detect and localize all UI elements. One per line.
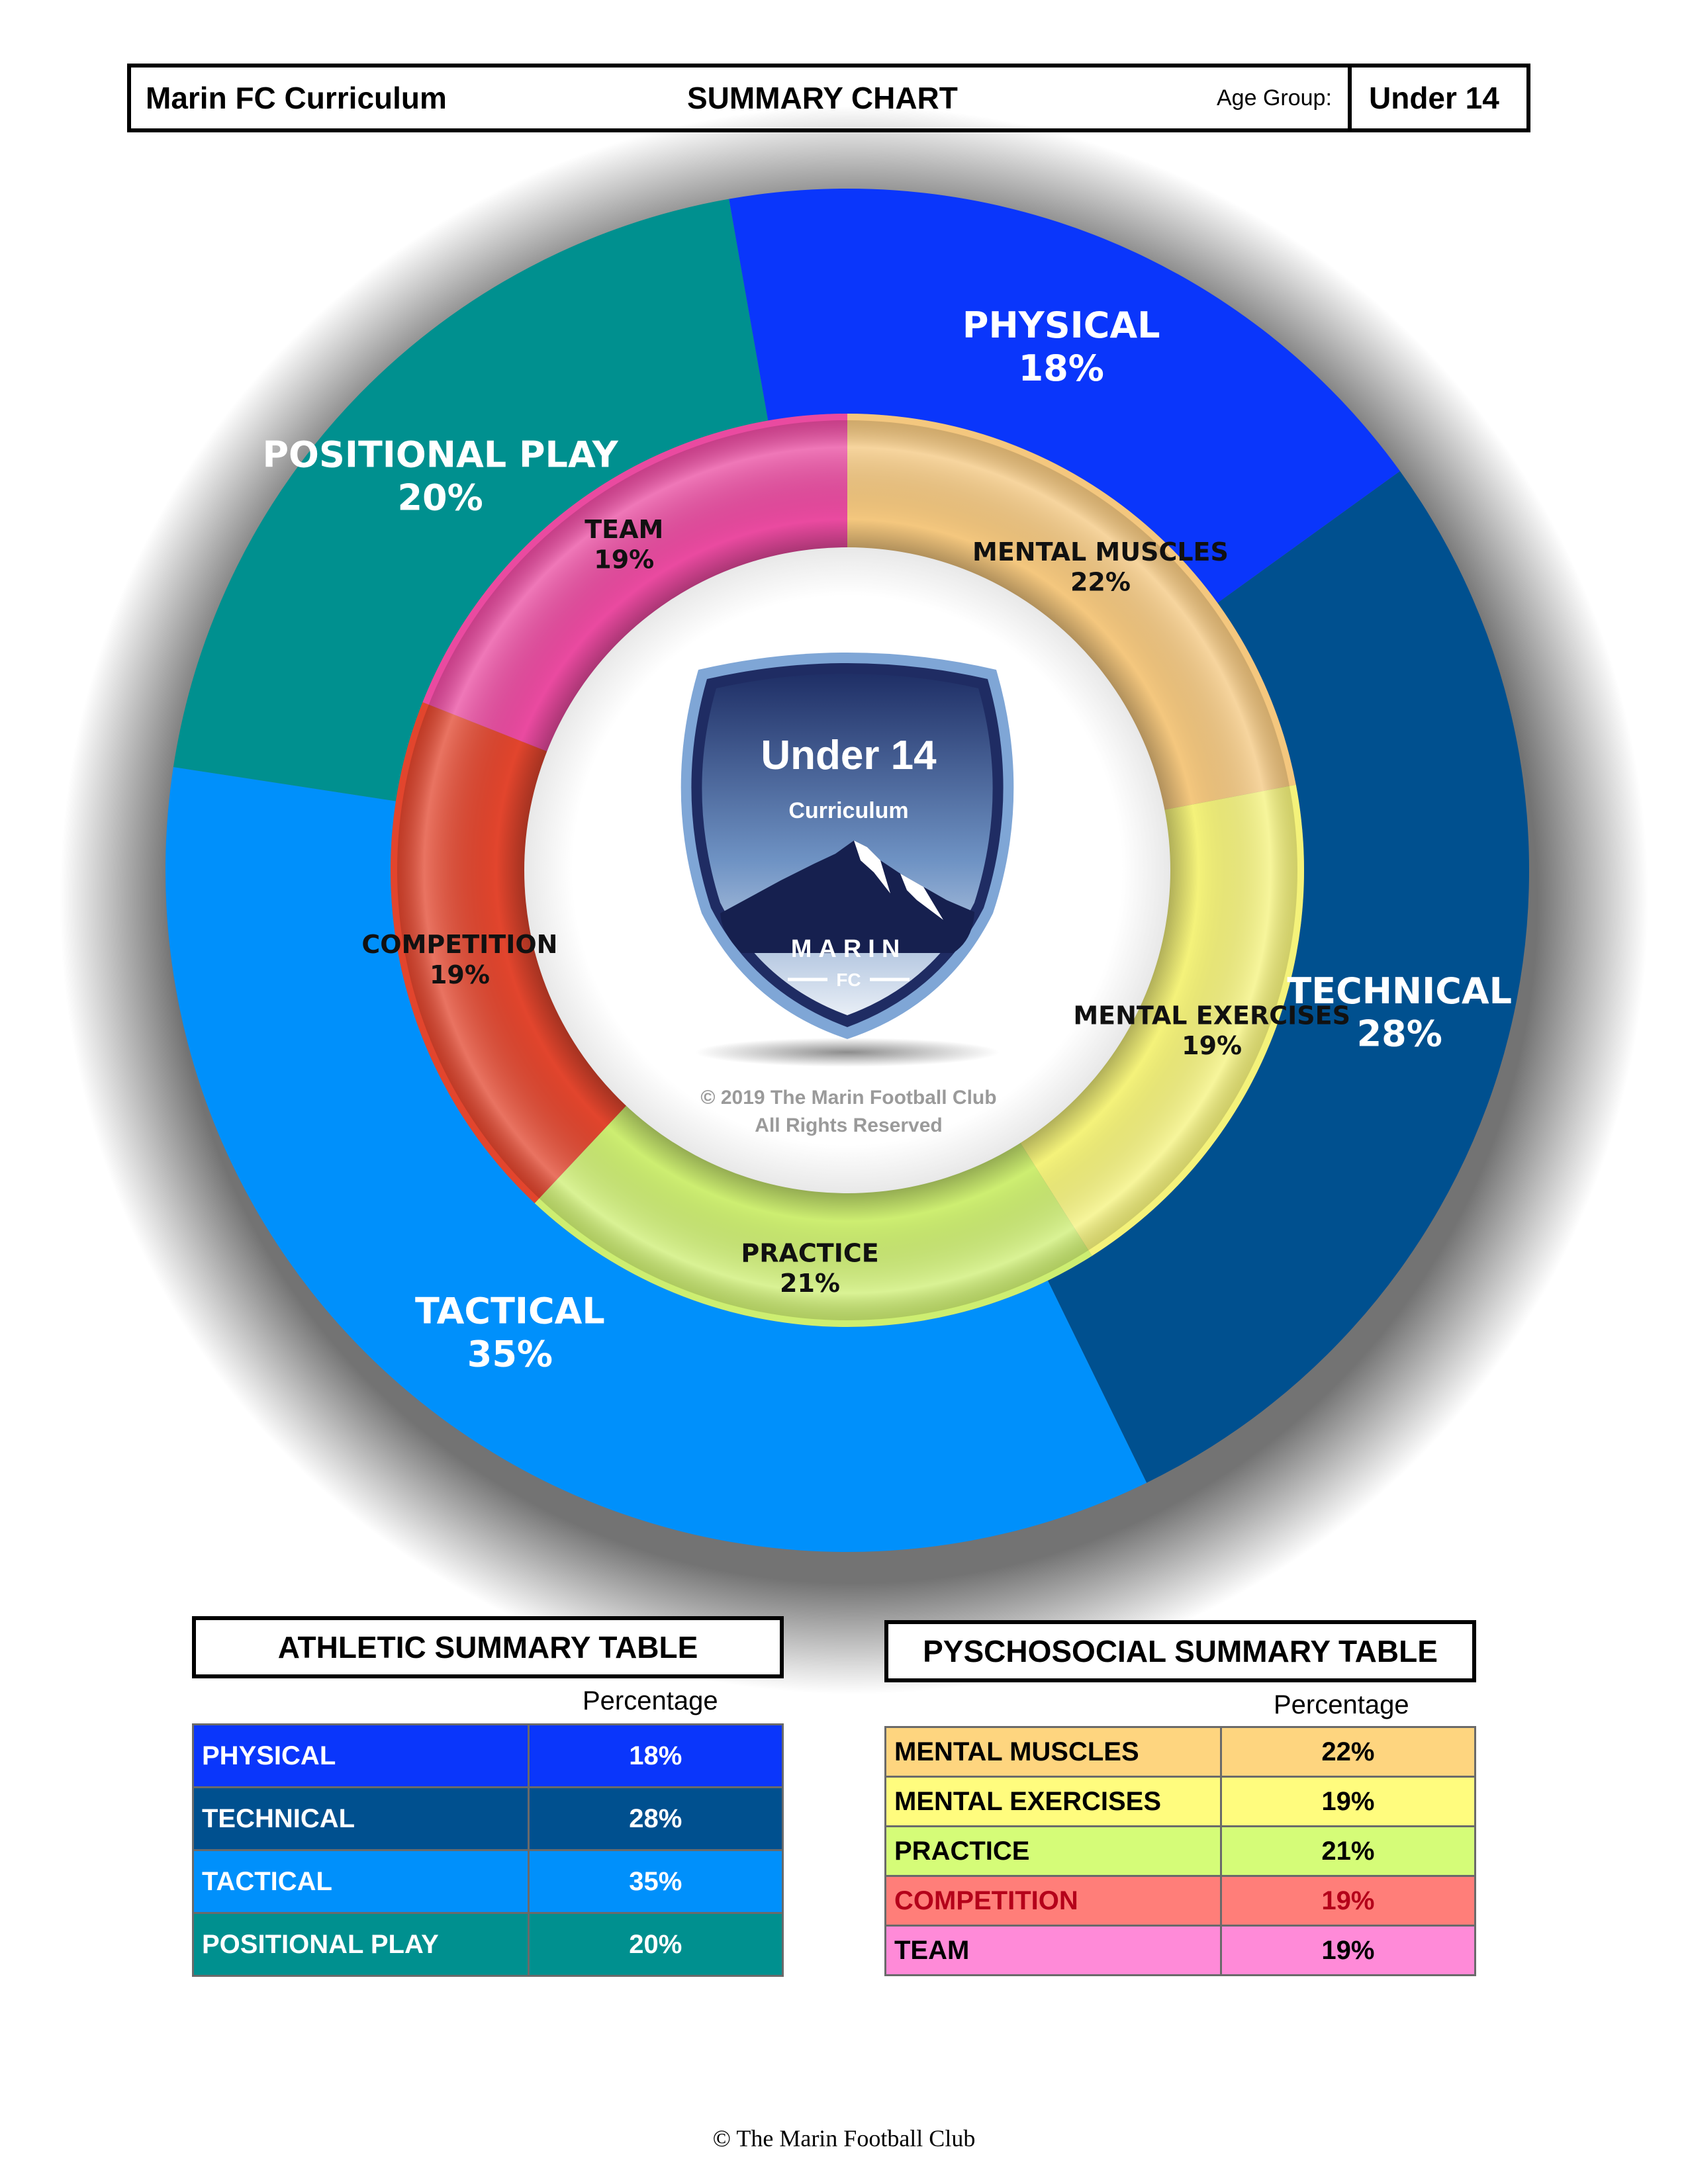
psychosocial-row-value: 22% xyxy=(1219,1726,1477,1778)
inner-value-label: 19% xyxy=(1182,1031,1242,1060)
inner-label: TEAM xyxy=(585,515,663,544)
outer-segment-physical xyxy=(729,188,1400,603)
athletic-row-value: 35% xyxy=(527,1849,784,1914)
curriculum-title: Marin FC Curriculum xyxy=(146,81,447,115)
outer-label: TECHNICAL xyxy=(1287,970,1512,1012)
mountain-icon xyxy=(720,841,974,953)
athletic-row-value: 28% xyxy=(527,1786,784,1851)
athletic-row: PHYSICAL 18% xyxy=(192,1723,784,1788)
inner-label: PRACTICE xyxy=(741,1239,878,1268)
athletic-row-label: POSITIONAL PLAY xyxy=(192,1912,530,1977)
psychosocial-row-label: TEAM xyxy=(884,1925,1222,1976)
inner-value-label: 21% xyxy=(780,1269,840,1298)
psychosocial-row: COMPETITION 19% xyxy=(884,1875,1477,1927)
chart-copyright-line2: All Rights Reserved xyxy=(755,1115,942,1136)
psychosocial-summary-table: MENTAL MUSCLES 22% MENTAL EXERCISES 19% PRAC… xyxy=(884,1726,1477,1976)
inner-value-label: 19% xyxy=(594,545,654,574)
athletic-percentage-header: Percentage xyxy=(583,1686,718,1715)
outer-segment-tactical xyxy=(165,766,1147,1552)
athletic-row: TECHNICAL 28% xyxy=(192,1786,784,1851)
badge-shadow xyxy=(695,1038,1000,1067)
inner-value-label: 22% xyxy=(1070,568,1131,597)
athletic-row: POSITIONAL PLAY 20% xyxy=(192,1912,784,1977)
athletic-row-label: PHYSICAL xyxy=(192,1723,530,1788)
psychosocial-row-label: PRACTICE xyxy=(884,1825,1222,1877)
athletic-table-title: ATHLETIC SUMMARY TABLE xyxy=(192,1616,784,1678)
psychosocial-row-label: MENTAL MUSCLES xyxy=(884,1726,1222,1778)
badge-title: Under 14 xyxy=(761,733,937,778)
athletic-row-label: TACTICAL xyxy=(192,1849,530,1914)
psychosocial-row-label: MENTAL EXERCISES xyxy=(884,1776,1222,1827)
age-group-label: Age Group: xyxy=(1217,85,1332,111)
outer-label: POSITIONAL PLAY xyxy=(262,434,618,476)
outer-label: TACTICAL xyxy=(415,1291,605,1332)
outer-segment-technical xyxy=(1047,471,1529,1483)
athletic-row-label: TECHNICAL xyxy=(192,1786,530,1851)
mountain-snow-icon xyxy=(854,841,943,920)
psychosocial-row: TEAM 19% xyxy=(884,1925,1477,1976)
inner-value-label: 19% xyxy=(430,960,490,989)
chart-copyright-line1: © 2019 The Marin Football Club xyxy=(700,1087,996,1109)
athletic-row-value: 20% xyxy=(527,1912,784,1977)
athletic-summary-table: PHYSICAL 18% TECHNICAL 28% TACTICAL 35% POSITI… xyxy=(192,1723,784,1977)
psychosocial-row-value: 21% xyxy=(1219,1825,1477,1877)
psychosocial-percentage-header: Percentage xyxy=(1274,1690,1409,1719)
psychosocial-row-value: 19% xyxy=(1219,1875,1477,1927)
psychosocial-row: PRACTICE 21% xyxy=(884,1825,1477,1877)
outer-segment-positional-play xyxy=(173,199,769,801)
psychosocial-row-value: 19% xyxy=(1219,1925,1477,1976)
psychosocial-table-title: PYSCHOSOCIAL SUMMARY TABLE xyxy=(884,1620,1476,1682)
outer-value-label: 18% xyxy=(1019,347,1104,389)
age-group-value: Under 14 xyxy=(1369,81,1499,115)
inner-label: MENTAL EXERCISES xyxy=(1073,1001,1350,1030)
outer-value-label: 20% xyxy=(397,477,483,518)
badge-wordmark: MARIN xyxy=(791,935,907,963)
inner-label: MENTAL MUSCLES xyxy=(972,537,1229,567)
footer-copyright: © The Marin Football Club xyxy=(712,2125,976,2152)
outer-value-label: 28% xyxy=(1357,1013,1442,1055)
badge-wordmark-sub: FC xyxy=(836,970,861,990)
psychosocial-row: MENTAL EXERCISES 19% xyxy=(884,1776,1477,1827)
athletic-row: TACTICAL 35% xyxy=(192,1849,784,1914)
psychosocial-row-value: 19% xyxy=(1219,1776,1477,1827)
marin-fc-badge: Under 14 Curriculum MARIN FC xyxy=(680,653,1014,1067)
inner-label: COMPETITION xyxy=(361,930,557,959)
badge-subtitle: Curriculum xyxy=(788,798,908,823)
psychosocial-row: MENTAL MUSCLES 22% xyxy=(884,1726,1477,1778)
header-divider xyxy=(1348,68,1352,128)
outer-label: PHYSICAL xyxy=(962,304,1160,346)
psychosocial-row-label: COMPETITION xyxy=(884,1875,1222,1927)
outer-value-label: 35% xyxy=(467,1333,553,1375)
athletic-row-value: 18% xyxy=(527,1723,784,1788)
outer-ring xyxy=(165,188,1529,1552)
